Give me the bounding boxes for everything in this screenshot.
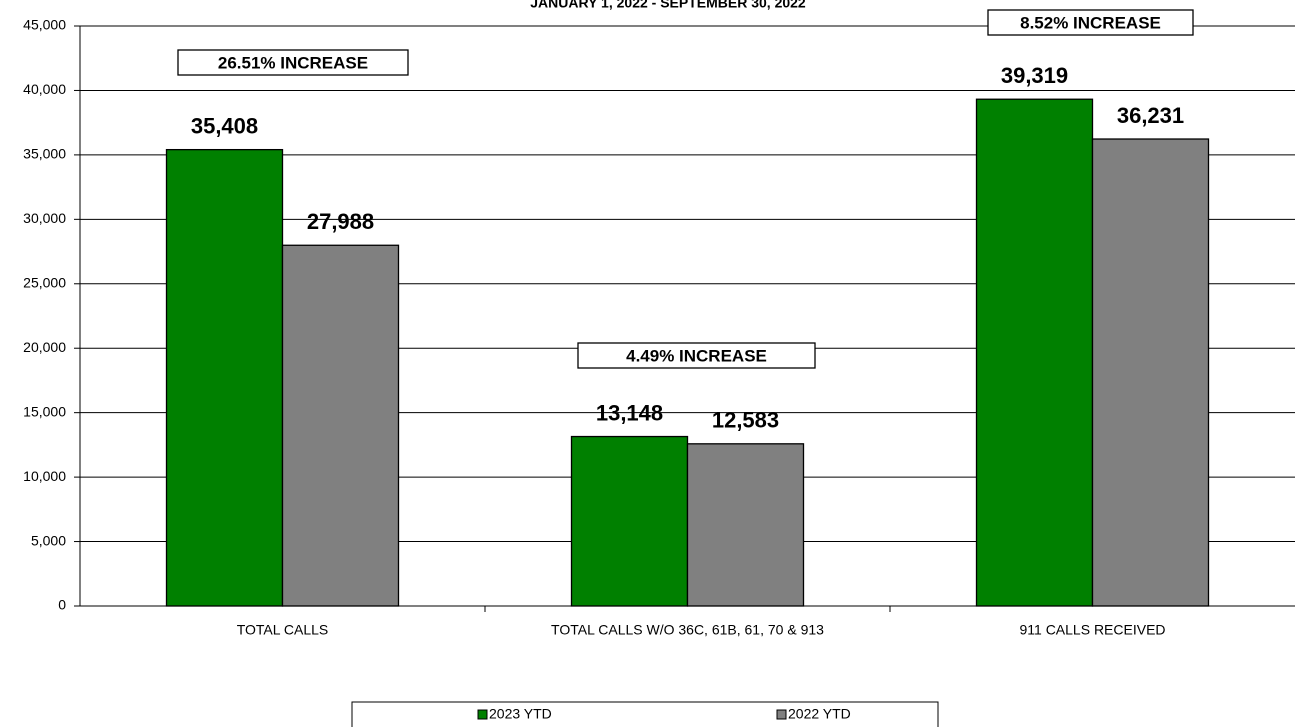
y-tick-label: 40,000 [23,81,66,97]
data-label: 12,583 [712,408,779,433]
y-tick-label: 20,000 [23,339,66,355]
annotation-box [177,49,409,76]
legend-label: 2022 YTD [788,706,851,722]
bar [975,98,1094,607]
data-label: 35,408 [191,113,258,138]
x-tick-label: TOTAL CALLS [237,622,329,638]
annotation-box [577,342,816,369]
y-tick-label: 5,000 [31,532,66,548]
chart-title: JANUARY 1, 2022 - SEPTEMBER 30, 2022 [530,0,806,11]
annotation: 4.49% INCREASE [626,346,767,365]
bar [165,148,284,607]
bar [281,244,400,607]
annotation: 8.52% INCREASE [1020,13,1161,32]
data-label: 39,319 [1001,63,1068,88]
data-label: 13,148 [596,400,663,425]
data-label: 27,988 [307,209,374,234]
y-tick-label: 35,000 [23,146,66,162]
y-tick-label: 10,000 [23,468,66,484]
x-tick-label: 911 CALLS RECEIVED [1019,622,1165,638]
legend-swatch [477,709,488,720]
bar [1091,138,1210,607]
data-label: 36,231 [1117,103,1184,128]
legend-box [351,701,939,727]
annotation: 26.51% INCREASE [218,53,368,72]
y-tick-label: 45,000 [23,17,66,33]
bar [570,435,689,607]
legend-swatch [776,709,787,720]
y-tick-label: 30,000 [23,210,66,226]
y-tick-label: 25,000 [23,274,66,290]
y-tick-label: 15,000 [23,403,66,419]
legend-label: 2023 YTD [489,706,552,722]
bar [686,443,805,607]
annotation-box [987,9,1194,36]
y-tick-label: 0 [58,597,66,613]
x-tick-label: TOTAL CALLS W/O 36C, 61B, 61, 70 & 913 [551,622,824,638]
